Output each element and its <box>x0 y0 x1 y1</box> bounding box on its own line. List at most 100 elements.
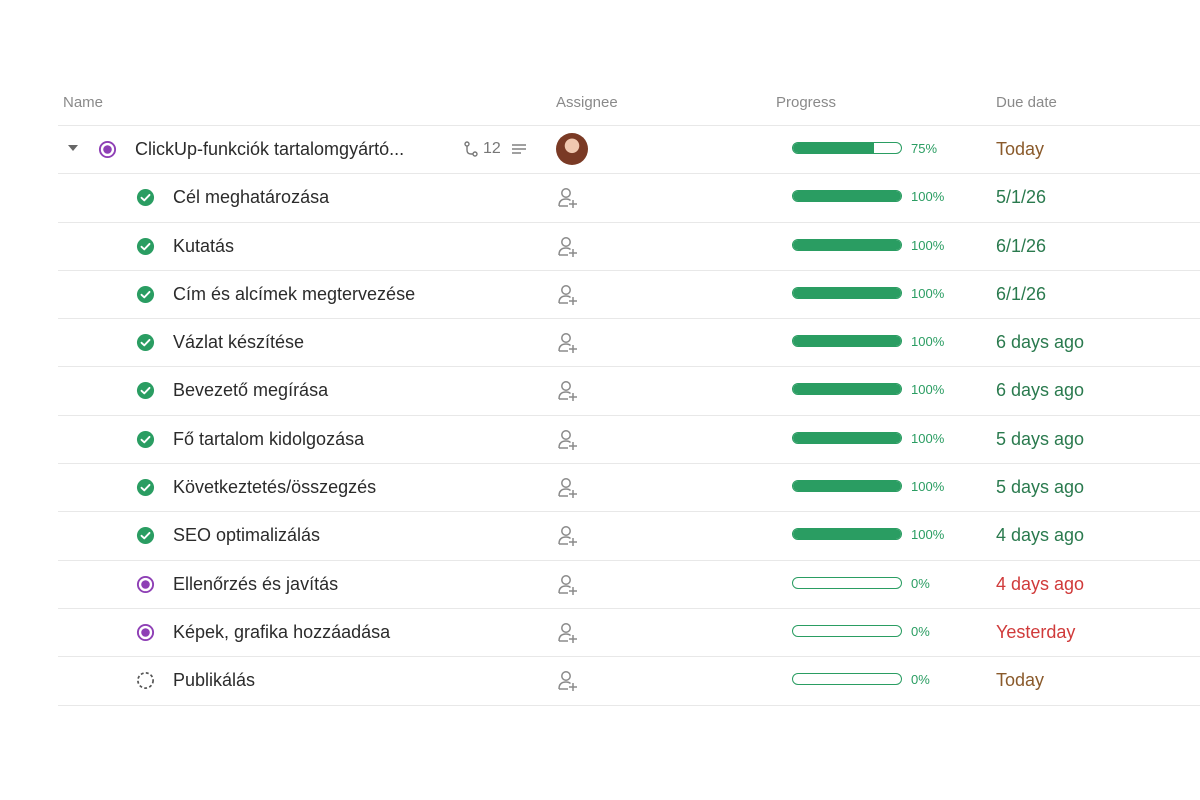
progress-bar <box>792 528 902 541</box>
progress-bar <box>792 383 902 396</box>
subtask-count[interactable]: 12 <box>463 140 531 158</box>
add-assignee-icon[interactable] <box>556 283 580 307</box>
task-row[interactable]: Bevezető megírása 100% 6 days ago <box>58 367 1200 416</box>
task-row[interactable]: SEO optimalizálás 100% 4 days ago <box>58 512 1200 561</box>
progress-percent: 100% <box>911 382 945 398</box>
task-row[interactable]: Publikálás 0% Today <box>58 657 1200 706</box>
task-name[interactable]: Vázlat készítése <box>173 332 305 353</box>
add-assignee-icon[interactable] <box>556 186 580 210</box>
progress-percent: 100% <box>911 527 945 543</box>
check-circle-icon[interactable] <box>136 526 155 545</box>
task-name[interactable]: Cél meghatározása <box>173 187 330 208</box>
add-assignee-icon[interactable] <box>556 428 580 452</box>
progress-fill <box>793 481 901 492</box>
progress-bar <box>792 431 902 444</box>
task-name[interactable]: Kutatás <box>173 235 235 256</box>
column-header-progress[interactable]: Progress <box>776 94 837 111</box>
check-circle-icon[interactable] <box>136 333 155 352</box>
task-name[interactable]: Fő tartalom kidolgozása <box>173 428 365 449</box>
column-header-assignee[interactable]: Assignee <box>556 94 618 111</box>
due-date[interactable]: 6/1/26 <box>996 283 1047 304</box>
progress-fill <box>793 432 901 443</box>
description-icon <box>511 144 526 154</box>
add-assignee-icon[interactable] <box>556 524 580 548</box>
progress-fill <box>793 529 901 540</box>
due-date[interactable]: Today <box>996 670 1045 691</box>
task-row[interactable]: Vázlat készítése 100% 6 days ago <box>58 319 1200 368</box>
task-row[interactable]: Következtetés/összegzés 100% 5 days ago <box>58 464 1200 513</box>
task-name[interactable]: Cím és alcímek megtervezése <box>173 283 416 304</box>
progress-fill <box>793 143 874 153</box>
check-circle-icon[interactable] <box>136 237 155 256</box>
task-row[interactable]: Ellenőrzés és javítás 0% 4 days ago <box>58 561 1200 609</box>
add-assignee-icon[interactable] <box>556 476 580 500</box>
avatar[interactable] <box>556 133 588 165</box>
column-header-name[interactable]: Name <box>63 94 104 111</box>
check-circle-icon[interactable] <box>136 478 155 497</box>
task-row[interactable]: Képek, grafika hozzáadása 0% Yesterday <box>58 609 1200 658</box>
table-header: Name Assignee Progress Due date <box>58 80 1200 126</box>
due-date[interactable]: Yesterday <box>996 621 1076 642</box>
add-assignee-icon[interactable] <box>556 331 580 355</box>
task-row[interactable]: Cím és alcímek megtervezése 100% 6/1/26 <box>58 271 1200 320</box>
progress-percent: 100% <box>911 237 945 253</box>
add-assignee-icon[interactable] <box>556 379 580 403</box>
due-date[interactable]: 6/1/26 <box>996 235 1047 256</box>
task-name[interactable]: Publikálás <box>173 670 256 691</box>
due-date[interactable]: 5/1/26 <box>996 187 1047 208</box>
in-progress-circle-icon[interactable] <box>136 623 155 642</box>
column-header-due-date[interactable]: Due date <box>996 94 1057 111</box>
due-date[interactable]: 6 days ago <box>996 380 1085 401</box>
progress-percent: 100% <box>911 285 945 301</box>
task-name[interactable]: Bevezető megírása <box>173 380 329 401</box>
check-circle-icon[interactable] <box>136 285 155 304</box>
progress-percent: 100% <box>911 189 945 205</box>
progress-percent: 100% <box>911 334 945 350</box>
progress-percent: 100% <box>911 430 945 446</box>
progress-fill <box>793 336 901 347</box>
progress-percent: 75% <box>911 141 938 156</box>
add-assignee-icon[interactable] <box>556 235 580 259</box>
task-row[interactable]: Fő tartalom kidolgozása 100% 5 days ago <box>58 416 1200 465</box>
dashed-circle-icon[interactable] <box>136 671 155 690</box>
add-assignee-icon[interactable] <box>556 621 580 645</box>
progress-percent: 0% <box>911 672 930 688</box>
progress-percent: 100% <box>911 479 945 495</box>
progress-bar <box>792 190 902 203</box>
progress-bar <box>792 673 902 686</box>
task-name[interactable]: Következtetés/összegzés <box>173 477 377 498</box>
subtasks-icon <box>464 141 478 157</box>
task-name[interactable]: Ellenőrzés és javítás <box>173 573 339 594</box>
in-progress-circle-icon[interactable] <box>136 575 155 594</box>
collapse-caret-icon[interactable] <box>68 145 78 151</box>
due-date[interactable]: 4 days ago <box>996 525 1085 546</box>
in-progress-circle-icon[interactable] <box>98 140 117 159</box>
task-name[interactable]: Képek, grafika hozzáadása <box>173 621 391 642</box>
due-date[interactable]: 6 days ago <box>996 332 1085 353</box>
check-circle-icon[interactable] <box>136 430 155 449</box>
progress-bar <box>792 142 902 154</box>
progress-fill <box>793 239 901 250</box>
check-circle-icon[interactable] <box>136 188 155 207</box>
task-row[interactable]: Cél meghatározása 100% 5/1/26 <box>58 174 1200 223</box>
task-name[interactable]: SEO optimalizálás <box>173 525 321 546</box>
progress-bar <box>792 335 902 348</box>
progress-bar <box>792 576 902 589</box>
progress-percent: 0% <box>911 623 930 639</box>
check-circle-icon[interactable] <box>136 381 155 400</box>
due-date[interactable]: 5 days ago <box>996 428 1085 449</box>
due-date[interactable]: 4 days ago <box>996 573 1085 594</box>
progress-bar <box>792 286 902 299</box>
due-date[interactable]: 5 days ago <box>996 477 1085 498</box>
add-assignee-icon[interactable] <box>556 573 580 597</box>
due-date[interactable]: Today <box>996 139 1045 159</box>
parent-task-name[interactable]: ClickUp-funkciók tartalomgyártó... <box>135 139 405 159</box>
parent-task-row[interactable]: ClickUp-funkciók tartalomgyártó... 12 75… <box>58 126 1200 175</box>
progress-fill <box>793 384 901 395</box>
progress-bar <box>792 480 902 493</box>
progress-bar <box>792 238 902 251</box>
task-row[interactable]: Kutatás 100% 6/1/26 <box>58 223 1200 271</box>
add-assignee-icon[interactable] <box>556 669 580 693</box>
task-table: Name Assignee Progress Due date ClickUp-… <box>58 80 1200 706</box>
progress-percent: 0% <box>911 575 930 591</box>
